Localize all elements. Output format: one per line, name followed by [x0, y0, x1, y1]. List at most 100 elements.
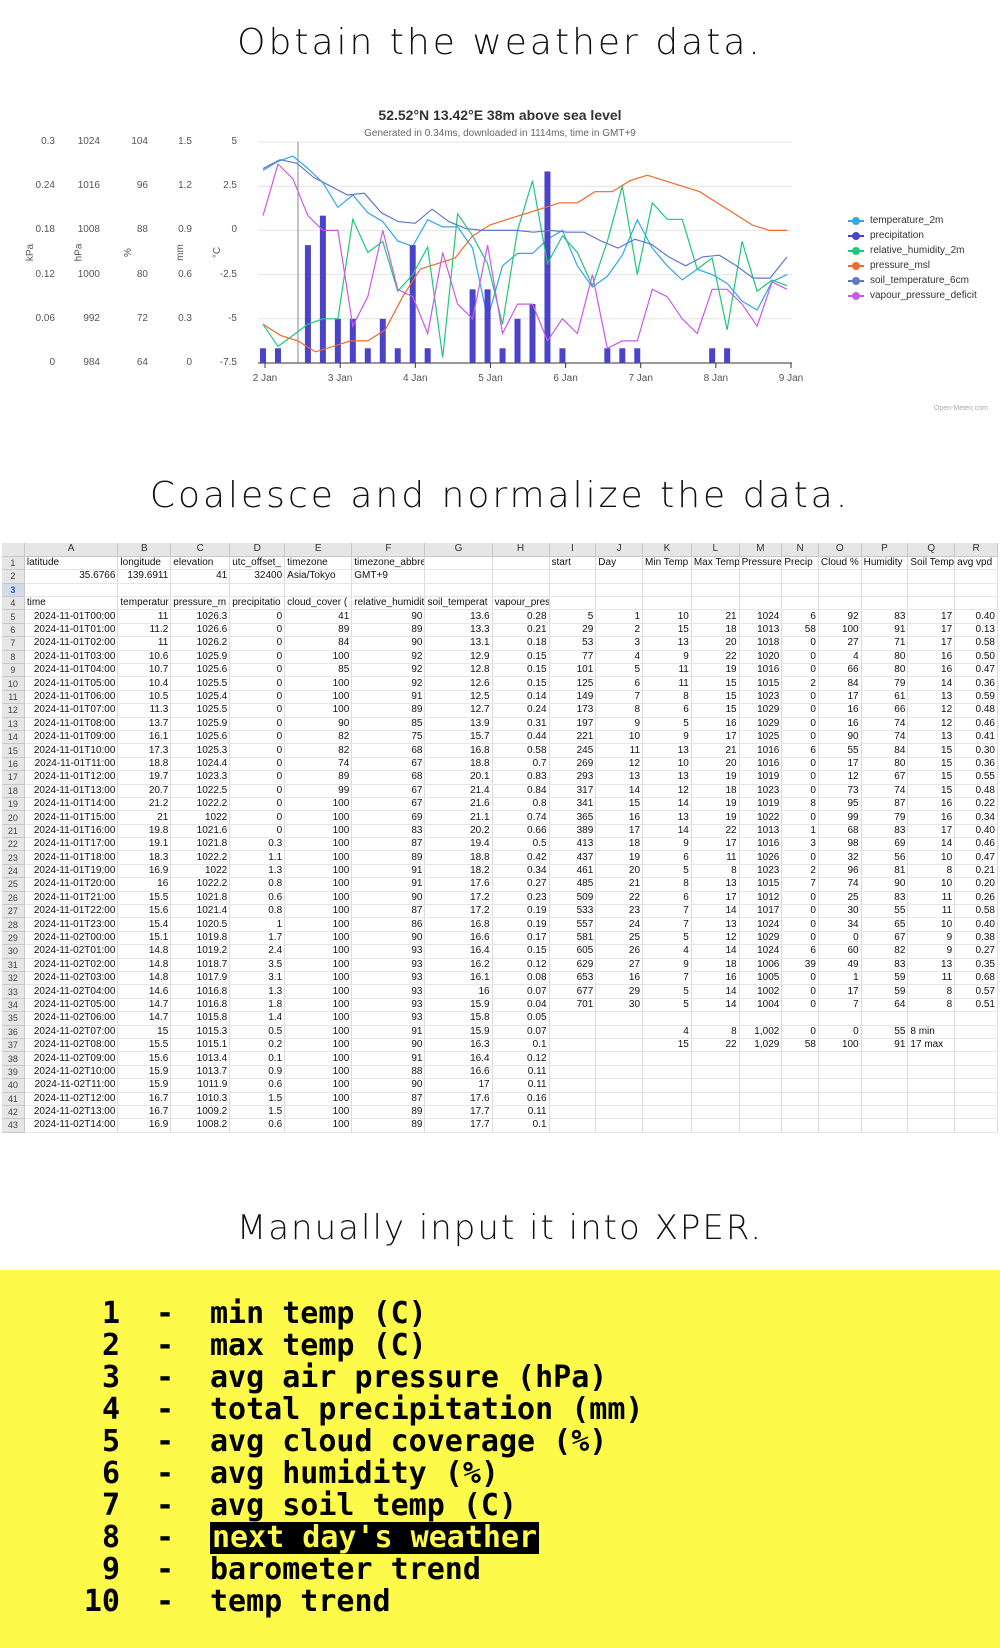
cell[interactable]: 68 — [351, 743, 426, 758]
cell[interactable]: 1,029 — [739, 1038, 783, 1053]
cell[interactable] — [954, 1078, 998, 1093]
cell[interactable]: 16 — [907, 663, 956, 678]
cell[interactable]: 11 — [907, 904, 956, 919]
cell[interactable]: 2024-11-01T09:00 — [24, 730, 119, 745]
cell[interactable]: 1016 — [739, 757, 783, 772]
cell[interactable]: 16.1 — [117, 730, 172, 745]
cell[interactable]: 0.11 — [492, 1105, 550, 1120]
column-header[interactable]: O — [818, 543, 862, 557]
cell[interactable]: 0.34 — [954, 810, 998, 825]
cell[interactable]: 0.15 — [492, 944, 550, 959]
cell[interactable]: 12 — [818, 770, 862, 785]
cell[interactable]: 19.1 — [117, 837, 172, 852]
row-number[interactable]: 2 — [2, 569, 25, 584]
cell[interactable] — [691, 583, 740, 598]
cell[interactable]: 1013 — [739, 623, 783, 638]
cell[interactable]: 1025.4 — [170, 690, 231, 705]
cell[interactable]: 2024-11-01T16:00 — [24, 824, 119, 839]
cell[interactable]: 87 — [351, 904, 426, 919]
cell[interactable]: 25 — [595, 931, 644, 946]
cell[interactable] — [351, 583, 426, 598]
cell[interactable]: 32 — [818, 850, 862, 865]
cell[interactable]: 0 — [229, 676, 286, 691]
cell[interactable]: 1023.3 — [170, 770, 231, 785]
cell[interactable] — [642, 1092, 692, 1106]
cell[interactable]: 13 — [642, 636, 692, 651]
cell[interactable]: 2024-11-02T06:00 — [24, 1011, 119, 1026]
cell[interactable]: 4 — [642, 1025, 692, 1039]
cell[interactable]: 0 — [229, 623, 286, 638]
cell[interactable]: 1018.7 — [170, 958, 231, 973]
cell[interactable]: 0.31 — [492, 717, 550, 731]
cell[interactable]: 0.24 — [492, 703, 550, 718]
cell[interactable] — [818, 596, 862, 611]
cell[interactable]: 15 — [642, 1038, 692, 1053]
cell[interactable]: 100 — [284, 1025, 353, 1039]
cell[interactable]: 6 — [642, 850, 692, 865]
cell[interactable]: 2024-11-01T23:00 — [24, 917, 119, 932]
row-number[interactable]: 25 — [2, 877, 25, 892]
cell[interactable]: 2.4 — [229, 944, 286, 959]
cell[interactable]: 1.3 — [229, 984, 286, 999]
xper-menu-item[interactable]: 9- barometer trend — [60, 1554, 643, 1586]
cell[interactable]: 0 — [781, 971, 819, 986]
cell[interactable]: 0.14 — [492, 690, 550, 705]
cell[interactable]: 89 — [351, 623, 426, 638]
row-number[interactable]: 21 — [2, 824, 25, 839]
cell[interactable]: 2024-11-02T07:00 — [24, 1025, 119, 1039]
cell[interactable]: 2024-11-01T07:00 — [24, 703, 119, 718]
cell[interactable]: 82 — [861, 944, 909, 959]
cell[interactable]: 2024-11-02T09:00 — [24, 1051, 119, 1066]
cell[interactable] — [907, 1105, 956, 1120]
cell[interactable]: 1025.6 — [170, 730, 231, 745]
cell[interactable]: 26 — [595, 944, 644, 959]
cell[interactable]: 100 — [284, 1038, 353, 1053]
cell[interactable]: 15 — [117, 1025, 172, 1039]
cell[interactable]: 0 — [781, 636, 819, 651]
cell[interactable]: 10 — [907, 877, 956, 892]
row-number[interactable]: 4 — [2, 596, 25, 611]
cell[interactable]: cloud_cover ( — [284, 596, 353, 611]
cell[interactable]: 73 — [818, 784, 862, 798]
row-number[interactable]: 31 — [2, 958, 25, 973]
cell[interactable]: 82 — [284, 743, 353, 758]
row-number[interactable]: 32 — [2, 971, 25, 986]
cell[interactable]: 21.1 — [424, 810, 493, 825]
cell[interactable]: 1022 — [739, 810, 783, 825]
cell[interactable]: 49 — [818, 958, 862, 973]
cell[interactable] — [781, 1105, 819, 1120]
cell[interactable] — [549, 583, 597, 598]
cell[interactable]: 12 — [907, 703, 956, 718]
cell[interactable]: 92 — [818, 609, 862, 624]
cell[interactable]: 55 — [818, 743, 862, 758]
cell[interactable]: 100 — [284, 824, 353, 839]
cell[interactable]: 14 — [691, 904, 740, 919]
cell[interactable]: longitude — [117, 556, 172, 571]
xper-menu-item[interactable]: 2- max temp (C) — [60, 1330, 643, 1362]
cell[interactable]: 5 — [642, 717, 692, 731]
cell[interactable]: 1025.9 — [170, 717, 231, 731]
cell[interactable]: 100 — [284, 690, 353, 705]
cell[interactable]: 1019.8 — [170, 931, 231, 946]
row-number[interactable]: 27 — [2, 904, 25, 919]
cell[interactable]: 90 — [351, 609, 426, 624]
column-header[interactable] — [2, 543, 25, 557]
cell[interactable]: 83 — [861, 891, 909, 906]
cell[interactable]: 0 — [781, 690, 819, 705]
cell[interactable]: 509 — [549, 891, 597, 906]
cell[interactable]: 19.4 — [424, 837, 493, 852]
cell[interactable]: 2024-11-02T03:00 — [24, 971, 119, 986]
cell[interactable]: 1025.3 — [170, 743, 231, 758]
cell[interactable]: 2024-11-01T08:00 — [24, 717, 119, 731]
cell[interactable]: 9 — [907, 944, 956, 959]
cell[interactable] — [549, 1025, 597, 1039]
cell[interactable]: 99 — [284, 784, 353, 798]
cell[interactable] — [818, 569, 862, 584]
cell[interactable]: 2024-11-01T13:00 — [24, 784, 119, 798]
cell[interactable]: 79 — [861, 810, 909, 825]
cell[interactable]: 6 — [781, 609, 819, 624]
cell[interactable]: 4 — [595, 650, 644, 665]
cell[interactable]: 59 — [861, 984, 909, 999]
cell[interactable]: 2024-11-01T19:00 — [24, 864, 119, 879]
cell[interactable] — [24, 583, 119, 598]
